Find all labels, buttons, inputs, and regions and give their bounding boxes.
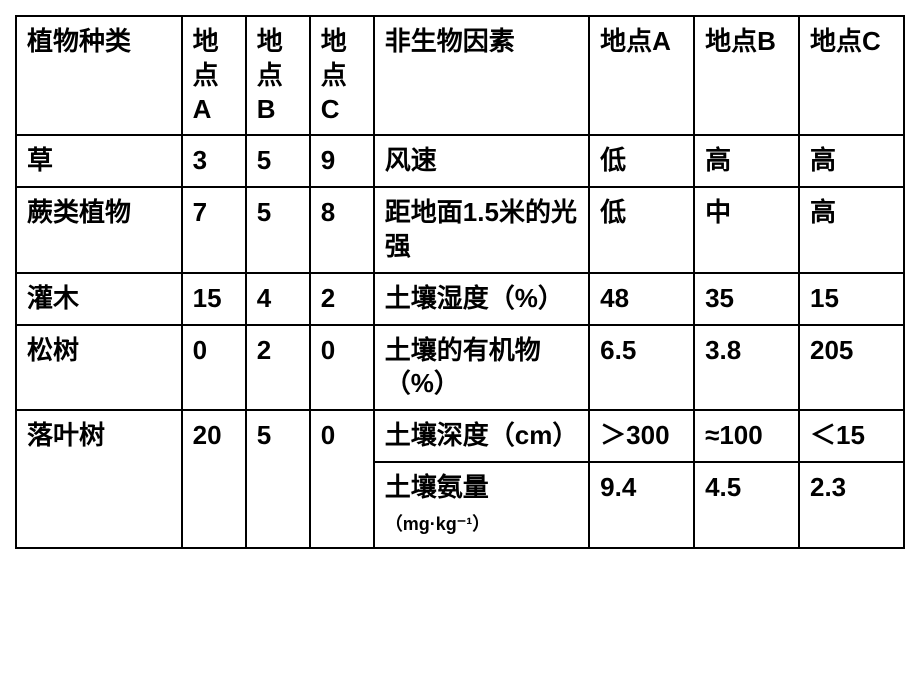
cell-wind-name: 风速	[374, 135, 589, 187]
cell-grass-c: 9	[310, 135, 374, 187]
header-abiotic-factor: 非生物因素	[374, 16, 589, 135]
header-site-b-right: 地点B	[694, 16, 799, 135]
cell-light-c: 高	[799, 187, 904, 273]
cell-fern-c: 8	[310, 187, 374, 273]
cell-shrub-a: 15	[182, 273, 246, 325]
cell-light-b: 中	[694, 187, 799, 273]
row-grass-wind: 草 3 5 9 风速 低 高 高	[16, 135, 904, 187]
header-plant-type: 植物种类	[16, 16, 182, 135]
header-site-c-right: 地点C	[799, 16, 904, 135]
cell-deciduous-b: 5	[246, 410, 310, 547]
cell-fern-b: 5	[246, 187, 310, 273]
header-site-a-left: 地点A	[182, 16, 246, 135]
header-site-a-right: 地点A	[589, 16, 694, 135]
cell-organic-name: 土壤的有机物（%）	[374, 325, 589, 411]
cell-depth-name: 土壤深度（cm）	[374, 410, 589, 462]
cell-nitrogen-name: 土壤氨量 （mg·kg⁻¹）	[374, 462, 589, 548]
cell-shrub-b: 4	[246, 273, 310, 325]
cell-nitrogen-b: 4.5	[694, 462, 799, 548]
row-shrub-humidity: 灌木 15 4 2 土壤湿度（%） 48 35 15	[16, 273, 904, 325]
cell-deciduous-c: 0	[310, 410, 374, 547]
cell-nitrogen-c: 2.3	[799, 462, 904, 548]
header-site-b-left: 地点B	[246, 16, 310, 135]
cell-wind-a: 低	[589, 135, 694, 187]
cell-pine-name: 松树	[16, 325, 182, 411]
cell-nitrogen-a: 9.4	[589, 462, 694, 548]
cell-grass-b: 5	[246, 135, 310, 187]
cell-humidity-c: 15	[799, 273, 904, 325]
cell-pine-c: 0	[310, 325, 374, 411]
cell-deciduous-a: 20	[182, 410, 246, 547]
cell-fern-name: 蕨类植物	[16, 187, 182, 273]
cell-pine-b: 2	[246, 325, 310, 411]
cell-humidity-a: 48	[589, 273, 694, 325]
row-deciduous-depth: 落叶树 20 5 0 土壤深度（cm） ＞300 ≈100 ＜15	[16, 410, 904, 462]
ecology-data-table: 植物种类 地点A 地点B 地点C 非生物因素 地点A 地点B 地点C 草 3 5…	[15, 15, 905, 549]
cell-depth-b: ≈100	[694, 410, 799, 462]
cell-organic-b: 3.8	[694, 325, 799, 411]
cell-fern-a: 7	[182, 187, 246, 273]
cell-light-name: 距地面1.5米的光强	[374, 187, 589, 273]
cell-humidity-name: 土壤湿度（%）	[374, 273, 589, 325]
cell-organic-a: 6.5	[589, 325, 694, 411]
cell-grass-a: 3	[182, 135, 246, 187]
nitrogen-label: 土壤氨量	[385, 472, 489, 502]
cell-light-a: 低	[589, 187, 694, 273]
cell-shrub-c: 2	[310, 273, 374, 325]
cell-humidity-b: 35	[694, 273, 799, 325]
cell-deciduous-name: 落叶树	[16, 410, 182, 547]
cell-depth-c: ＜15	[799, 410, 904, 462]
cell-organic-c: 205	[799, 325, 904, 411]
row-pine-organic: 松树 0 2 0 土壤的有机物（%） 6.5 3.8 205	[16, 325, 904, 411]
cell-shrub-name: 灌木	[16, 273, 182, 325]
cell-depth-a: ＞300	[589, 410, 694, 462]
header-site-c-left: 地点C	[310, 16, 374, 135]
cell-pine-a: 0	[182, 325, 246, 411]
cell-wind-b: 高	[694, 135, 799, 187]
cell-wind-c: 高	[799, 135, 904, 187]
nitrogen-unit: （mg·kg⁻¹）	[385, 514, 491, 534]
cell-grass-name: 草	[16, 135, 182, 187]
row-fern-light: 蕨类植物 7 5 8 距地面1.5米的光强 低 中 高	[16, 187, 904, 273]
header-row: 植物种类 地点A 地点B 地点C 非生物因素 地点A 地点B 地点C	[16, 16, 904, 135]
